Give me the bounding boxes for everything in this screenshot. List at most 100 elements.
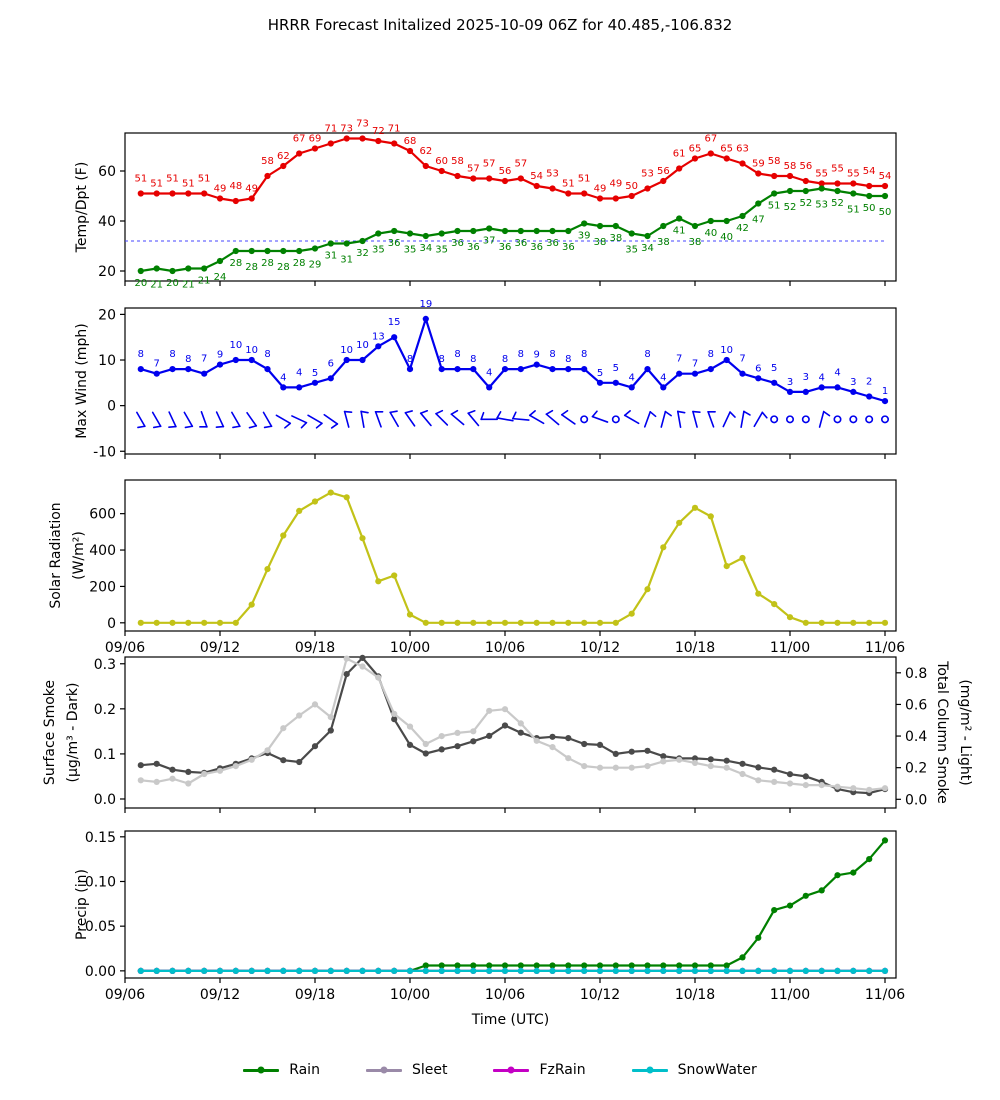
wind-barb [818, 410, 825, 428]
data-point-label: 10 [229, 340, 242, 351]
data-point [216, 967, 224, 975]
wind-barb [200, 411, 208, 428]
x-axis-label: Time (UTC) [471, 1012, 549, 1028]
data-point [153, 967, 160, 975]
data-point [755, 967, 762, 975]
data-point [454, 729, 461, 737]
data-point [533, 967, 540, 975]
legend-marker-dot [380, 1066, 388, 1074]
data-point [406, 366, 414, 373]
data-point [201, 265, 208, 272]
data-point [153, 190, 160, 197]
data-point [185, 619, 192, 626]
data-point [216, 195, 224, 202]
data-point [596, 619, 604, 626]
x-tick-label: 09/06 [105, 640, 145, 656]
panel-border-smoke [124, 656, 897, 809]
wind-barb [692, 410, 698, 428]
data-point-label: 8 [264, 349, 270, 360]
data-point [232, 356, 239, 364]
data-point [707, 150, 714, 157]
data-point [739, 212, 746, 220]
data-point-label: 50 [625, 181, 638, 192]
data-point [676, 962, 683, 969]
data-point [660, 384, 667, 391]
data-point-label: 42 [736, 223, 749, 234]
legend-marker-dot [646, 1066, 654, 1074]
y-axis-label: Surface Smoke [42, 680, 58, 785]
data-point [676, 519, 683, 526]
data-point-label: 7 [739, 354, 745, 365]
x-tick-label: 09/12 [200, 640, 240, 656]
data-point [327, 727, 334, 734]
data-point-label: 61 [673, 149, 686, 160]
data-point-label: 5 [613, 363, 619, 374]
wind-barb-calm [880, 415, 889, 424]
data-point [866, 786, 873, 793]
wind-barb-feather [360, 410, 369, 414]
x-tick-label: 10/00 [390, 640, 430, 656]
panel-border-solar [124, 479, 897, 632]
data-point [707, 217, 714, 225]
data-point [723, 155, 730, 162]
data-point [296, 507, 303, 514]
wind-barb [467, 412, 480, 427]
data-point [739, 554, 746, 562]
wind-barb [545, 413, 560, 426]
y-tick-label: 0.05 [85, 919, 116, 935]
data-point-label: 34 [641, 243, 654, 254]
panel-smoke: 0.0 0.1 0.2 0.3 0.0 0.2 0.4 0.6 0.8 Total Column … [42, 654, 973, 813]
wind-barb-feather [743, 410, 751, 416]
y-tick-label: 0.3 [94, 657, 116, 673]
wind-barb-calm [849, 415, 858, 424]
data-point [201, 967, 208, 975]
data-point [723, 967, 730, 975]
data-point-label: 10 [720, 345, 733, 356]
data-point-label: 49 [245, 184, 258, 195]
data-point [296, 150, 303, 157]
data-point [185, 366, 192, 373]
data-point [533, 619, 540, 626]
data-point-label: 50 [863, 203, 876, 214]
data-point [391, 227, 398, 235]
y-axis-label: Precip (in) [74, 869, 90, 940]
data-point [739, 370, 746, 377]
data-point [834, 187, 841, 195]
data-point-label: 65 [720, 144, 733, 155]
data-point [375, 137, 382, 145]
y-tick-label: 0 [107, 399, 116, 415]
data-point-label: 35 [404, 245, 417, 256]
data-point [802, 388, 809, 395]
wind-barb [168, 411, 177, 428]
data-point [802, 782, 809, 789]
data-point [549, 962, 556, 969]
data-point-label: 13 [372, 331, 385, 342]
data-point [533, 737, 540, 744]
wind-barb [291, 415, 308, 424]
data-point-label: 52 [831, 198, 844, 209]
data-point [343, 967, 350, 975]
data-point [422, 232, 429, 240]
data-point [470, 738, 477, 745]
data-point [612, 967, 619, 975]
data-point [137, 366, 144, 373]
data-point-label: 58 [768, 156, 781, 167]
data-point-label: 20 [134, 278, 147, 289]
data-point [628, 962, 635, 969]
data-point-label: 36 [562, 242, 575, 253]
data-point [169, 267, 176, 275]
wind-barb-feather [623, 410, 631, 417]
data-point-label: 8 [407, 354, 413, 365]
data-point [818, 384, 825, 391]
data-point-label: 71 [388, 124, 401, 135]
data-point [834, 384, 841, 391]
data-point [660, 222, 667, 230]
data-point [406, 723, 414, 730]
data-point [248, 756, 255, 763]
data-point [311, 245, 319, 252]
data-point [881, 785, 889, 792]
data-point [375, 578, 382, 585]
data-point [517, 175, 524, 182]
